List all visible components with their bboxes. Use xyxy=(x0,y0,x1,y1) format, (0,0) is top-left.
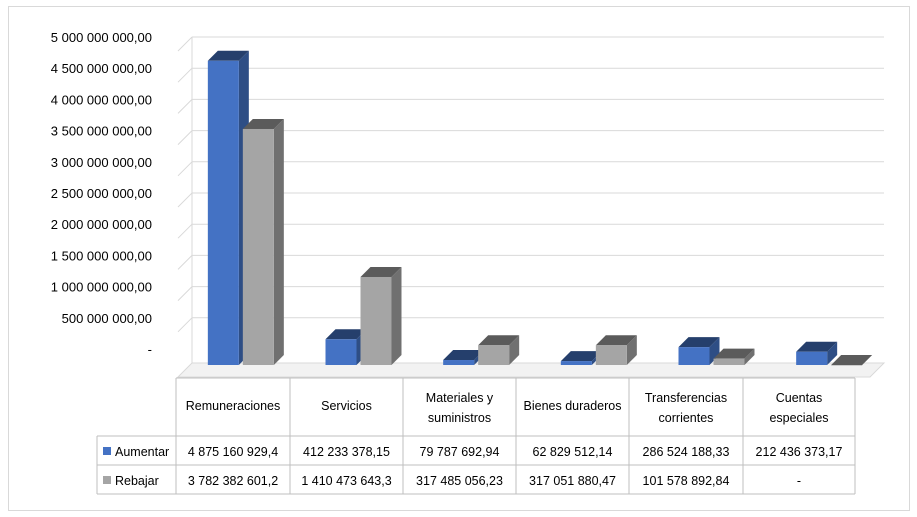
data-label-aumentar: 412 233 378,15 xyxy=(303,445,390,459)
y-tick-label: 3 000 000 000,00 xyxy=(51,155,152,170)
bar-top-aumentar xyxy=(325,329,367,340)
bar-aumentar xyxy=(678,347,710,365)
gridline-side xyxy=(177,286,193,301)
bar-rebajar xyxy=(242,128,274,365)
bar-aumentar xyxy=(207,60,239,366)
bar-top-aumentar xyxy=(207,50,249,61)
y-tick-label: 2 500 000 000,00 xyxy=(51,186,152,201)
y-tick-label: 500 000 000,00 xyxy=(62,311,152,326)
y-tick-label: 5 000 000 000,00 xyxy=(51,30,152,45)
bar-rebajar xyxy=(713,358,745,365)
bar-top-aumentar xyxy=(443,350,485,361)
bar-top-rebajar xyxy=(831,355,873,365)
category-label: Remuneraciones xyxy=(186,399,281,413)
category-label: Bienes duraderos xyxy=(524,399,622,413)
bar-top-rebajar xyxy=(478,335,520,346)
bar-aumentar xyxy=(325,339,357,365)
legend-key-aumentar xyxy=(103,447,111,455)
bar-top-rebajar xyxy=(360,266,402,277)
data-label-aumentar: 212 436 373,17 xyxy=(756,445,843,459)
y-tick-label: 2 000 000 000,00 xyxy=(51,217,152,232)
category-label: especiales xyxy=(769,411,828,425)
data-label-aumentar: 79 787 692,94 xyxy=(420,445,500,459)
category-label: Transferencias xyxy=(645,391,727,405)
data-label-aumentar: 62 829 512,14 xyxy=(533,445,613,459)
y-tick-label: 1 500 000 000,00 xyxy=(51,248,152,263)
y-tick-label: 3 500 000 000,00 xyxy=(51,124,152,139)
chart-floor xyxy=(176,362,886,378)
bar-top-rebajar xyxy=(713,348,755,359)
data-label-rebajar: 1 410 473 643,3 xyxy=(301,474,391,488)
y-tick-label: 4 000 000 000,00 xyxy=(51,92,152,107)
data-label-rebajar: 101 578 892,84 xyxy=(643,474,730,488)
data-label-rebajar: 3 782 382 601,2 xyxy=(188,474,278,488)
category-label: Servicios xyxy=(321,399,372,413)
bar-side-aumentar xyxy=(827,341,838,365)
data-label-rebajar: - xyxy=(797,474,801,488)
category-label: corrientes xyxy=(659,411,714,425)
gridline-side xyxy=(177,67,193,83)
gridline-side xyxy=(177,99,193,114)
bar-side-rebajar xyxy=(744,348,755,365)
legend-label-aumentar: Aumentar xyxy=(115,445,169,459)
gridline-side xyxy=(177,36,193,52)
gridline-side xyxy=(177,130,193,145)
category-label: suministros xyxy=(428,411,491,425)
legend-label-rebajar: Rebajar xyxy=(115,474,159,488)
bar-side-rebajar xyxy=(391,266,402,365)
data-label-rebajar: 317 051 880,47 xyxy=(529,474,616,488)
category-label: Materiales y xyxy=(426,391,494,405)
bar-top-aumentar xyxy=(796,341,838,352)
bar-top-aumentar xyxy=(678,337,720,348)
bar-top-rebajar xyxy=(595,335,637,346)
bar-side-aumentar xyxy=(709,337,720,365)
y-tick-label: - xyxy=(148,342,152,357)
chart-frame xyxy=(8,6,910,511)
bar-side-rebajar xyxy=(273,118,284,365)
y-tick-label: 1 000 000 000,00 xyxy=(51,280,152,295)
bar-aumentar xyxy=(796,351,828,365)
bar-aumentar xyxy=(560,361,592,365)
bar-rebajar xyxy=(831,365,863,366)
bar-top-rebajar xyxy=(242,118,284,129)
bar-side-rebajar xyxy=(626,335,637,365)
category-label: Cuentas xyxy=(776,391,823,405)
bar-rebajar xyxy=(360,276,392,365)
bar-rebajar xyxy=(478,345,510,365)
bar-aumentar xyxy=(443,360,475,365)
bar-side-rebajar xyxy=(509,335,520,365)
bar-top-aumentar xyxy=(560,351,602,362)
data-label-aumentar: 286 524 188,33 xyxy=(643,445,730,459)
gridline-side xyxy=(177,223,193,239)
gridline-side xyxy=(177,192,193,208)
gridline-side xyxy=(177,161,193,177)
bar-rebajar xyxy=(595,345,627,365)
gridline-side xyxy=(177,317,193,333)
y-tick-label: 4 500 000 000,00 xyxy=(51,61,152,76)
data-label-rebajar: 317 485 056,23 xyxy=(416,474,503,488)
gridline-side xyxy=(177,255,193,270)
legend-key-rebajar xyxy=(103,476,111,484)
data-label-aumentar: 4 875 160 929,4 xyxy=(188,445,278,459)
